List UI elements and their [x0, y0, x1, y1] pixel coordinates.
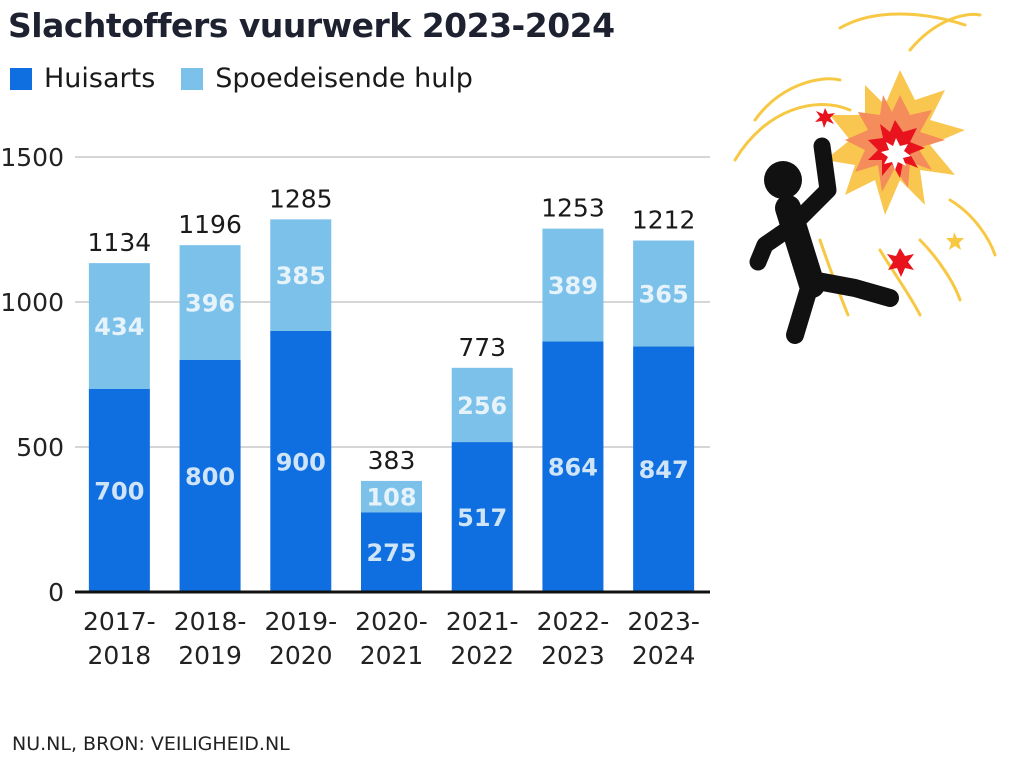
data-label-total: 1253	[541, 194, 605, 223]
x-tick-label: 2022	[450, 641, 514, 670]
data-label-total: 1196	[178, 210, 242, 239]
data-label-total: 383	[368, 446, 416, 475]
bar-segment-huisarts	[361, 512, 422, 592]
data-label-spoedeisende-hulp: 108	[366, 484, 416, 512]
data-label-spoedeisende-hulp: 389	[548, 272, 598, 300]
x-tick-label: 2020-	[355, 607, 428, 636]
x-tick-label: 2018-	[174, 607, 247, 636]
chart-legend: Huisarts Spoedeisende hulp	[10, 63, 499, 94]
data-label-spoedeisende-hulp: 365	[639, 280, 689, 308]
x-tick-label: 2018	[88, 641, 152, 670]
bar-segment-huisarts	[542, 341, 604, 592]
x-tick-label: 2019	[178, 641, 242, 670]
x-tick-label: 2023	[541, 641, 605, 670]
person-icon	[749, 137, 899, 344]
source-credit: NU.NL, BRON: VEILIGHEID.NL	[12, 733, 290, 755]
data-label-total: 773	[458, 333, 506, 362]
explosion-icon	[825, 70, 965, 215]
data-label-huisarts: 800	[185, 463, 235, 491]
x-tick-label: 2019-	[264, 607, 337, 636]
data-label-spoedeisende-hulp: 256	[457, 392, 507, 420]
legend-item-spoedeisende-hulp: Spoedeisende hulp	[181, 63, 473, 94]
bar-segment-spoedeisende-hulp	[179, 245, 241, 360]
x-tick-label: 2023-	[627, 607, 700, 636]
data-label-huisarts: 864	[548, 454, 598, 482]
bar-segment-huisarts	[88, 389, 150, 592]
legend-label-huisarts: Huisarts	[44, 63, 156, 94]
small-burst-icons	[815, 108, 964, 277]
bar-segment-huisarts	[270, 331, 332, 592]
x-tick-label: 2017-	[83, 607, 156, 636]
legend-label-spoedeisende-hulp: Spoedeisende hulp	[215, 63, 473, 94]
y-tick-label: 500	[16, 433, 64, 462]
data-label-spoedeisende-hulp: 396	[185, 290, 235, 318]
bar-segment-spoedeisende-hulp	[270, 219, 332, 331]
bar-segment-spoedeisende-hulp	[542, 228, 604, 342]
data-label-total: 1134	[88, 228, 152, 257]
data-label-spoedeisende-hulp: 434	[94, 313, 144, 341]
chart-title: Slachtoffers vuurwerk 2023-2024	[8, 6, 615, 45]
data-label-huisarts: 275	[366, 539, 416, 567]
bar-segment-spoedeisende-hulp	[88, 263, 150, 389]
y-tick-label: 1500	[0, 143, 64, 172]
bar-segment-huisarts	[633, 346, 695, 592]
data-label-huisarts: 517	[457, 504, 507, 532]
bar-segment-spoedeisende-hulp	[361, 480, 422, 513]
x-tick-label: 2022-	[537, 607, 610, 636]
y-tick-label: 0	[48, 578, 64, 607]
x-tick-label: 2021-	[446, 607, 519, 636]
data-label-total: 1212	[632, 206, 696, 235]
data-label-total: 1285	[269, 184, 333, 213]
data-label-huisarts: 900	[276, 449, 326, 477]
bar-segment-huisarts	[179, 360, 241, 592]
bar-segment-spoedeisende-hulp	[633, 240, 695, 347]
x-tick-label: 2021	[360, 641, 424, 670]
person-hit-by-firework-icon	[733, 12, 997, 344]
bar-segment-huisarts	[451, 442, 513, 592]
bar-segment-spoedeisende-hulp	[451, 367, 513, 443]
legend-item-huisarts: Huisarts	[10, 63, 155, 94]
legend-swatch-huisarts	[10, 67, 32, 90]
legend-swatch-spoedeisende-hulp	[181, 67, 204, 90]
y-tick-label: 1000	[0, 288, 64, 317]
x-tick-label: 2024	[632, 641, 696, 670]
x-tick-label: 2020	[269, 641, 333, 670]
spark-streaks-icon	[733, 12, 997, 317]
bar-chart: 0 500 1000 1500 700 434 1134 2017- 2018 800 396 119…	[0, 143, 710, 670]
data-label-spoedeisende-hulp: 385	[276, 262, 326, 290]
data-label-huisarts: 700	[94, 478, 144, 506]
data-label-huisarts: 847	[639, 456, 689, 484]
